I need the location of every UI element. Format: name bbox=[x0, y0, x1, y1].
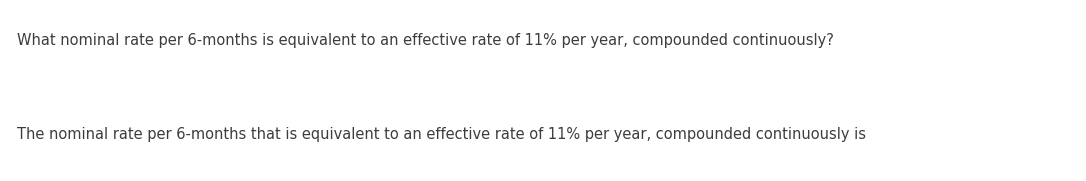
Text: What nominal rate per 6-months is equivalent to an effective rate of 11% per yea: What nominal rate per 6-months is equiva… bbox=[17, 33, 834, 48]
Text: The nominal rate per 6-months that is equivalent to an effective rate of 11% per: The nominal rate per 6-months that is eq… bbox=[17, 127, 867, 142]
